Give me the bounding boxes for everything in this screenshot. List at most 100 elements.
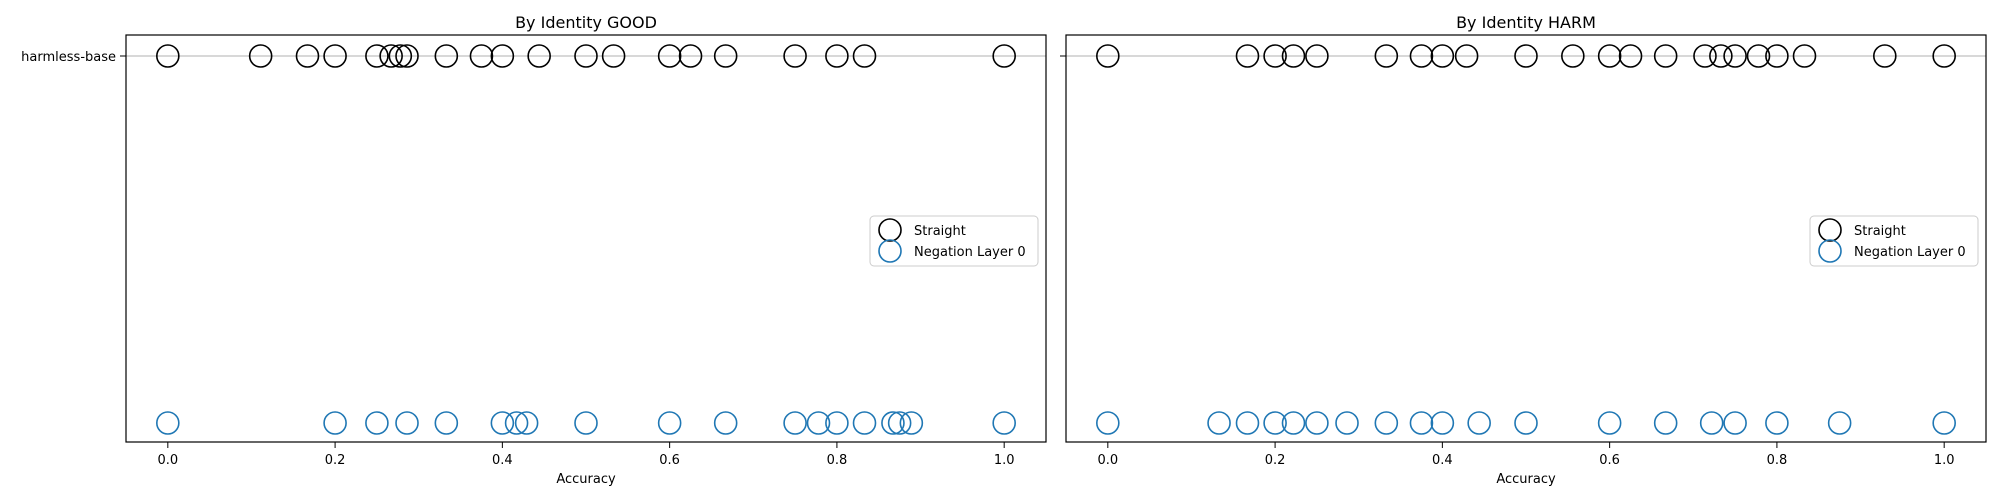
data-point	[783, 411, 807, 435]
data-point	[1597, 411, 1622, 435]
data-point	[1514, 44, 1538, 68]
data-point	[365, 44, 389, 68]
data-point	[1765, 411, 1789, 435]
data-point	[1096, 411, 1120, 435]
data-point	[379, 44, 403, 68]
x-tick-label: 0.4	[1432, 453, 1453, 468]
x-tick-label: 0.8	[827, 453, 848, 468]
data-point	[1374, 411, 1399, 435]
data-point	[388, 44, 413, 68]
data-point	[657, 44, 682, 68]
data-point	[1827, 411, 1852, 435]
data-point	[434, 44, 459, 68]
data-point	[1454, 44, 1479, 68]
data-point	[1597, 44, 1622, 68]
chart-title: By Identity GOOD	[515, 13, 657, 32]
x-tick-label: 0.2	[1265, 453, 1286, 468]
series-negation-layer-0	[156, 411, 1016, 435]
chart-panel-1: By Identity GOOD harmless-base 0.0 0.2 0.4 0.…	[21, 13, 1047, 487]
legend-box	[1809, 215, 1979, 267]
x-tick-label: 1.0	[994, 453, 1015, 468]
data-point	[1723, 44, 1747, 68]
data-point	[1409, 411, 1434, 435]
data-point	[395, 411, 419, 435]
data-point	[1693, 44, 1717, 68]
data-point	[1932, 411, 1956, 435]
data-point	[1618, 44, 1643, 68]
data-point	[713, 411, 738, 435]
x-tick-label: 1.0	[1934, 453, 1955, 468]
legend: Straight Negation Layer 0	[869, 215, 1039, 267]
data-point	[1653, 411, 1678, 435]
data-point	[1281, 44, 1306, 68]
data-point	[395, 44, 419, 68]
x-tick-label: 0.2	[325, 453, 346, 468]
data-point	[1467, 411, 1491, 435]
data-point	[156, 44, 180, 68]
data-point	[1305, 411, 1329, 435]
data-point	[657, 411, 682, 435]
data-point	[490, 44, 515, 68]
x-axis-label: Accuracy	[556, 472, 616, 487]
legend-label: Straight	[1854, 224, 1906, 239]
legend: Straight Negation Layer 0	[1809, 215, 1979, 267]
data-point	[514, 411, 539, 435]
data-point	[1653, 44, 1678, 68]
data-point	[1873, 44, 1897, 68]
data-point	[1430, 44, 1455, 68]
data-point	[1235, 44, 1260, 68]
data-point	[852, 44, 877, 68]
legend-label: Negation Layer 0	[1854, 245, 1966, 260]
data-point	[469, 44, 494, 68]
data-point	[1746, 44, 1771, 68]
data-point	[1263, 411, 1287, 435]
series-straight	[1096, 44, 1956, 68]
data-point	[678, 44, 703, 68]
data-point	[323, 411, 347, 435]
legend-label: Straight	[914, 224, 966, 239]
data-point	[713, 44, 738, 68]
data-point	[527, 44, 551, 68]
data-point	[1723, 411, 1747, 435]
data-point	[1932, 44, 1956, 68]
data-point	[1235, 411, 1260, 435]
data-point	[1430, 411, 1455, 435]
chart-title: By Identity HARM	[1456, 13, 1596, 32]
data-point	[1374, 44, 1399, 68]
data-point	[365, 411, 389, 435]
data-point	[248, 44, 273, 68]
data-point	[490, 411, 515, 435]
data-point	[881, 411, 905, 435]
data-point	[806, 411, 831, 435]
x-tick-label: 0.6	[1599, 453, 1620, 468]
data-point	[156, 411, 180, 435]
legend-marker	[1818, 239, 1842, 263]
x-tick-label: 0.8	[1767, 453, 1788, 468]
data-point	[434, 411, 459, 435]
x-tick-label: 0.0	[1097, 453, 1118, 468]
series-negation-layer-0	[1096, 411, 1956, 435]
data-point	[1561, 44, 1585, 68]
data-point	[825, 44, 849, 68]
data-point	[1792, 44, 1817, 68]
data-point	[1699, 411, 1724, 435]
legend-marker	[878, 239, 902, 263]
legend-box	[869, 215, 1039, 267]
data-point	[1281, 411, 1306, 435]
data-point	[1765, 44, 1789, 68]
data-point	[1409, 44, 1434, 68]
x-tick-label: 0.4	[492, 453, 513, 468]
data-point	[1096, 44, 1120, 68]
x-tick-label: 0.6	[659, 453, 680, 468]
data-point	[992, 44, 1016, 68]
data-point	[1335, 411, 1359, 435]
data-point	[1305, 44, 1329, 68]
plot-frame	[1065, 34, 1987, 443]
data-point	[574, 44, 598, 68]
data-point	[852, 411, 877, 435]
data-point	[1263, 44, 1287, 68]
data-point	[574, 411, 598, 435]
data-point	[783, 44, 807, 68]
legend-label: Negation Layer 0	[914, 245, 1026, 260]
data-point	[1709, 44, 1733, 68]
